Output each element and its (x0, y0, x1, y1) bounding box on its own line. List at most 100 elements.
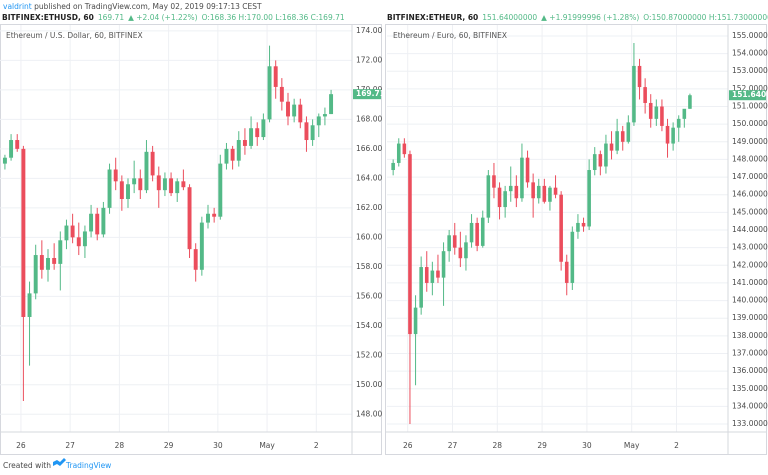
candle-body (267, 66, 272, 120)
x-tick-label: 28 (115, 441, 125, 450)
y-tick-label: 152.00000000 (732, 84, 768, 93)
candle-body (452, 235, 457, 248)
y-tick-label: 138.00000000 (732, 331, 768, 340)
symbol-line: BITFINEX:ETHEUR, 60 151.64000000 ▲ +1.9199… (387, 13, 768, 22)
y-tick-label: 174.00 (356, 26, 382, 35)
candle-body (286, 101, 290, 117)
candle-body (21, 148, 26, 317)
candle-body (249, 128, 254, 146)
candle-body (464, 242, 468, 259)
y-tick-label: 168.00 (356, 114, 382, 123)
candle-body (497, 187, 502, 208)
candle-body (402, 143, 407, 155)
candle-body (126, 184, 130, 200)
candle-body (2, 157, 7, 164)
y-tick-label: 144.00000000 (732, 225, 768, 234)
candle-body (292, 104, 297, 117)
candle-body (458, 247, 463, 259)
candle-body (89, 213, 94, 232)
y-tick-label: 153.00000000 (732, 66, 768, 75)
candle-body (536, 185, 541, 199)
candle-body (113, 169, 118, 182)
candle-body (492, 175, 496, 188)
y-tick-label: 140.00000000 (732, 296, 768, 305)
candle-body (520, 157, 524, 199)
y-tick-label: 172.00 (356, 55, 382, 64)
candle-body (604, 143, 608, 167)
candle-body (181, 181, 186, 188)
candle-body (310, 125, 315, 141)
candle-body (95, 213, 100, 235)
candle-body (598, 154, 603, 167)
y-tick-label: 148.00 (356, 409, 382, 418)
candle-body (322, 114, 327, 117)
y-tick-label: 154.00000000 (732, 49, 768, 58)
candle-body (218, 163, 223, 217)
candle-body (76, 237, 81, 247)
candle-body (688, 95, 692, 109)
y-tick-label: 143.00000000 (732, 243, 768, 252)
symbol-line: BITFINEX:ETHUSD, 60 169.71 ▲ +2.04 (+1.22%… (2, 13, 345, 22)
candle-body (193, 249, 198, 270)
candle-body (391, 162, 395, 171)
candle-body (107, 169, 112, 208)
y-tick-label: 134.00000000 (732, 401, 768, 410)
candle-body (531, 182, 535, 199)
candle-body (304, 122, 309, 141)
x-tick-label: 30 (582, 441, 592, 450)
candle-body (175, 181, 180, 194)
candle-body (15, 140, 20, 149)
y-tick-label: 152.00 (356, 350, 382, 359)
publish-info: published on TradingView.com, May 02, 20… (34, 2, 262, 11)
candle-body (162, 178, 167, 191)
x-tick-label: 2 (674, 441, 679, 450)
candle-body (33, 255, 38, 294)
candle-body (553, 187, 558, 195)
candle-body (156, 175, 161, 191)
y-tick-label: 142.00000000 (732, 260, 768, 269)
y-tick-label: 166.00 (356, 144, 382, 153)
y-tick-label: 147.00000000 (732, 172, 768, 181)
candle-body (436, 270, 440, 278)
chart-legend: Ethereum / U.S. Dollar, 60, BITFINEX (6, 31, 143, 40)
candle-body (480, 217, 485, 246)
x-tick-label: May (624, 441, 640, 450)
last-price: 169.71 (98, 13, 124, 22)
price-tag (729, 90, 766, 101)
candle-body (138, 178, 143, 191)
candle-body (206, 213, 210, 223)
candle-body (665, 125, 670, 144)
candle-body (648, 102, 653, 119)
candle-body (132, 178, 137, 185)
x-tick-label: 2 (314, 441, 319, 450)
price-tag-label: 169.71 (356, 89, 385, 98)
candle-body (643, 87, 647, 103)
x-tick-label: 28 (493, 441, 503, 450)
footer-brand[interactable]: TradingView (65, 461, 111, 470)
x-tick-label: 29 (537, 441, 547, 450)
x-tick-label: 26 (16, 441, 26, 450)
last-price: 151.64000000 (482, 13, 537, 22)
candle-body (261, 119, 266, 138)
y-tick-label: 136.00000000 (732, 366, 768, 375)
candle-body (64, 225, 69, 241)
candle-body (469, 222, 474, 243)
author[interactable]: valdrint (3, 2, 32, 11)
candle-body (408, 154, 412, 335)
y-tick-label: 155.00000000 (732, 31, 768, 40)
publish-line: valdrint published on TradingView.com, M… (3, 2, 262, 11)
candle-body (329, 94, 334, 115)
candle-body (212, 213, 217, 217)
x-tick-label: May (259, 441, 275, 450)
candle-body (514, 185, 519, 199)
candle-body (419, 267, 423, 308)
candle-body (447, 235, 451, 252)
candle-body (396, 143, 401, 163)
candle-body (587, 170, 591, 227)
y-tick-label: 160.00 (356, 232, 382, 241)
chart-legend: Ethereum / Euro, 60, BITFINEX (393, 31, 507, 40)
candle-body (475, 222, 479, 246)
y-tick-label: 151.00000000 (732, 102, 768, 111)
candle-body (236, 140, 241, 161)
candle-body (508, 185, 513, 192)
